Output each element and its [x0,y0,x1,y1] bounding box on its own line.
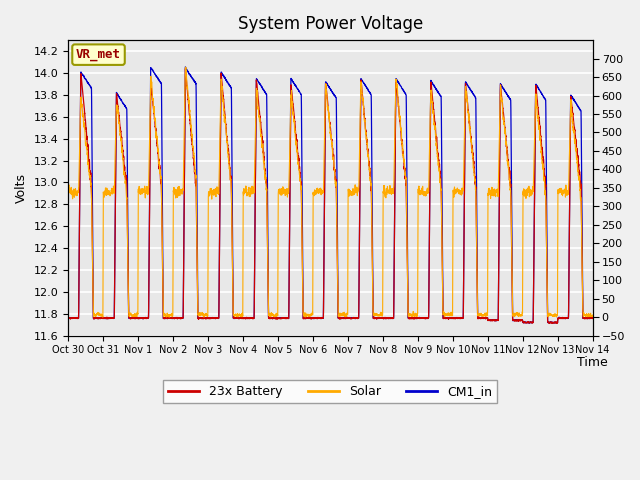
X-axis label: Time: Time [577,356,608,369]
Y-axis label: Volts: Volts [15,173,28,203]
Legend: 23x Battery, Solar, CM1_in: 23x Battery, Solar, CM1_in [163,380,497,403]
Title: System Power Voltage: System Power Voltage [237,15,423,33]
Text: VR_met: VR_met [76,48,121,61]
